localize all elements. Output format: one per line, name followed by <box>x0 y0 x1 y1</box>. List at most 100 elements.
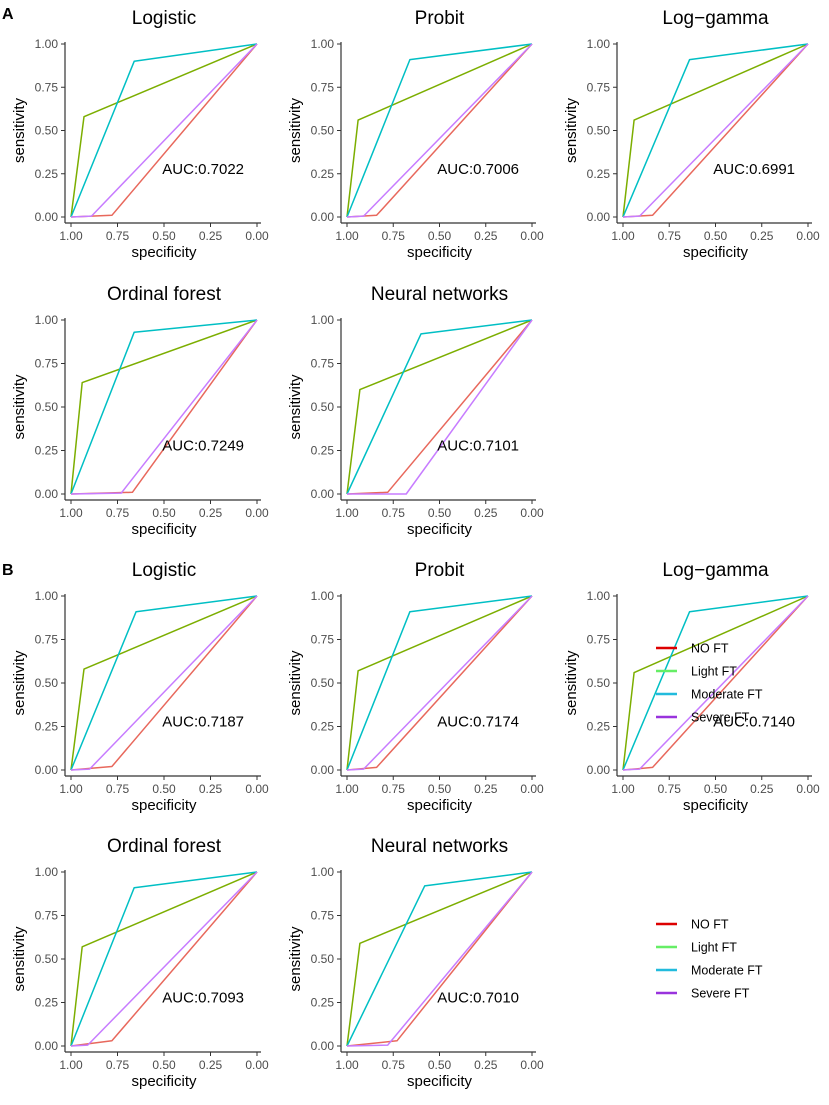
panel-title: Probit <box>415 560 465 581</box>
y-tick-label: 0.75 <box>311 80 335 94</box>
x-axis-title: specificity <box>407 797 473 814</box>
y-tick-label: 1.00 <box>311 865 335 879</box>
y-axis-title: sensitivity <box>11 97 28 163</box>
x-tick-label: 0.25 <box>750 782 774 796</box>
roc-curve-light-ft <box>70 871 258 1047</box>
y-tick-label: 1.00 <box>35 865 59 879</box>
legend-label: Light FT <box>691 941 737 955</box>
roc-curve-light-ft <box>70 43 258 218</box>
x-tick-label: 0.25 <box>474 782 498 796</box>
y-axis-title: sensitivity <box>563 650 580 716</box>
roc-curve-moderate-ft <box>70 319 258 495</box>
y-tick-label: 0.00 <box>35 1039 59 1053</box>
y-tick-label: 0.25 <box>311 167 335 181</box>
panel-title: Ordinal forest <box>107 284 222 305</box>
y-tick-label: 0.25 <box>587 167 611 181</box>
roc-curve-no-ft <box>70 319 258 495</box>
x-tick-label: 0.50 <box>152 506 176 520</box>
x-tick-label: 0.00 <box>245 506 269 520</box>
panel-title: Logistic <box>132 8 196 29</box>
x-tick-label: 0.25 <box>474 506 498 520</box>
y-tick-label: 1.00 <box>587 37 611 51</box>
y-tick-label: 0.00 <box>35 763 59 777</box>
x-axis-title: specificity <box>407 1073 473 1090</box>
roc-curve-severe-ft <box>70 595 258 771</box>
roc-panel: Log−gamma 0.00 0.25 0.50 0.75 1.00 1.00 0.75 0.5… <box>563 8 820 261</box>
x-tick-label: 0.75 <box>106 229 130 243</box>
y-tick-label: 1.00 <box>35 37 59 51</box>
roc-curve-severe-ft <box>622 595 809 771</box>
roc-curve-moderate-ft <box>346 595 533 771</box>
x-tick-label: 0.25 <box>750 229 774 243</box>
y-axis-title: sensitivity <box>287 97 304 163</box>
x-tick-label: 0.50 <box>428 1058 452 1072</box>
y-axis-title: sensitivity <box>11 374 28 440</box>
x-axis-title: specificity <box>131 244 197 261</box>
roc-curve-light-ft <box>70 595 258 771</box>
panel-title: Log−gamma <box>662 560 769 581</box>
y-tick-label: 0.50 <box>311 400 335 414</box>
y-tick-label: 0.50 <box>311 952 335 966</box>
y-tick-label: 0.00 <box>311 763 335 777</box>
legend-label: NO FT <box>691 918 729 932</box>
x-tick-label: 1.00 <box>335 229 359 243</box>
panel-title: Probit <box>415 8 465 29</box>
legend-label: NO FT <box>691 642 729 656</box>
legend: NO FT Light FT Moderate FT Severe FT <box>656 642 763 725</box>
y-axis-title: sensitivity <box>563 97 580 163</box>
x-tick-label: 0.75 <box>658 782 682 796</box>
roc-curve-moderate-ft <box>622 43 809 218</box>
legend-label: Severe FT <box>691 711 750 725</box>
x-tick-label: 0.00 <box>245 1058 269 1072</box>
x-tick-label: 0.75 <box>106 1058 130 1072</box>
roc-curve-no-ft <box>70 595 258 771</box>
x-tick-label: 0.25 <box>199 1058 223 1072</box>
y-tick-label: 0.75 <box>311 909 335 923</box>
x-axis-title: specificity <box>683 244 749 261</box>
y-tick-label: 1.00 <box>311 589 335 603</box>
roc-curve-light-ft <box>346 319 533 495</box>
auc-annotation: AUC:0.7006 <box>437 161 519 178</box>
roc-curve-severe-ft <box>70 871 258 1047</box>
auc-annotation: AUC:0.7010 <box>437 990 519 1007</box>
roc-curve-moderate-ft <box>346 319 533 495</box>
x-tick-label: 1.00 <box>59 229 83 243</box>
y-tick-label: 0.50 <box>35 400 59 414</box>
x-tick-label: 0.75 <box>658 229 682 243</box>
x-axis-title: specificity <box>131 1073 197 1090</box>
roc-curve-moderate-ft <box>70 595 258 771</box>
roc-curve-light-ft <box>622 43 809 218</box>
x-tick-label: 0.00 <box>520 1058 544 1072</box>
roc-curve-no-ft <box>622 595 809 771</box>
panel-label: B <box>2 562 14 579</box>
x-axis-title: specificity <box>131 797 197 814</box>
x-tick-label: 0.75 <box>382 1058 406 1072</box>
legend-label: Moderate FT <box>691 688 763 702</box>
x-tick-label: 0.75 <box>382 229 406 243</box>
x-tick-label: 1.00 <box>611 782 635 796</box>
roc-curve-light-ft <box>622 595 809 771</box>
x-tick-label: 0.50 <box>428 229 452 243</box>
y-tick-label: 0.25 <box>587 720 611 734</box>
y-tick-label: 1.00 <box>311 37 335 51</box>
y-tick-label: 0.75 <box>311 633 335 647</box>
y-tick-label: 1.00 <box>35 589 59 603</box>
y-tick-label: 0.50 <box>35 124 59 138</box>
x-tick-label: 0.00 <box>520 506 544 520</box>
panel-title: Neural networks <box>371 836 508 857</box>
y-tick-label: 0.75 <box>35 633 59 647</box>
y-tick-label: 0.75 <box>587 633 611 647</box>
roc-curve-severe-ft <box>70 319 258 495</box>
legend-label: Light FT <box>691 665 737 679</box>
legend-label: Moderate FT <box>691 964 763 978</box>
roc-curve-severe-ft <box>70 43 258 218</box>
roc-curve-moderate-ft <box>346 871 533 1047</box>
roc-curve-severe-ft <box>347 319 533 495</box>
y-tick-label: 0.00 <box>587 763 611 777</box>
x-tick-label: 1.00 <box>59 506 83 520</box>
x-tick-label: 0.75 <box>382 782 406 796</box>
x-tick-label: 0.00 <box>245 782 269 796</box>
